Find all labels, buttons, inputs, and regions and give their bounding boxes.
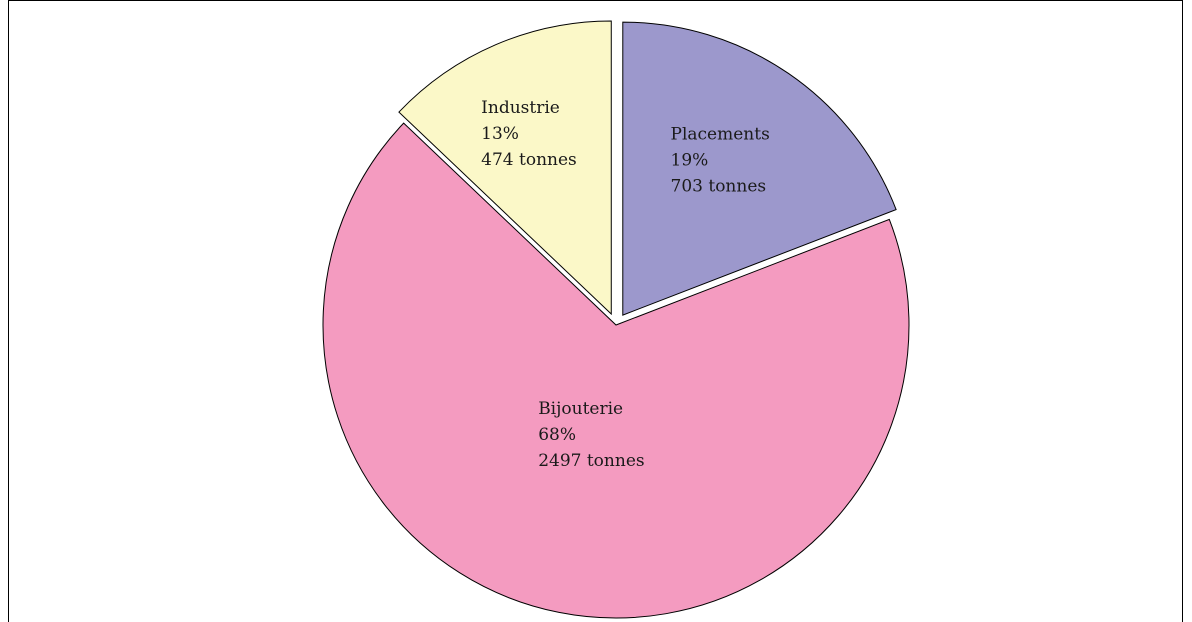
slices-layer (322, 20, 910, 619)
slice-amount-industrie: 474 tonnes (481, 150, 577, 170)
slice-percent-placements: 19% (671, 150, 709, 170)
chart-border (8, 0, 1183, 622)
slice-amount-bijouterie: 2497 tonnes (538, 451, 644, 471)
pie-slice-placements (622, 21, 897, 316)
slice-percent-industrie: 13% (481, 124, 519, 144)
slice-label-industrie: Industrie (481, 98, 560, 118)
slice-amount-placements: 703 tonnes (671, 176, 767, 196)
pie-slice-bijouterie (322, 122, 910, 619)
slice-percent-bijouterie: 68% (538, 425, 576, 445)
pie-slice-industrie (398, 20, 612, 316)
slice-label-bijouterie: Bijouterie (538, 399, 623, 419)
slice-label-placements: Placements (671, 124, 770, 144)
labels-layer: Placements 19% 703 tonnes Bijouterie 68% 2497… (481, 98, 770, 471)
